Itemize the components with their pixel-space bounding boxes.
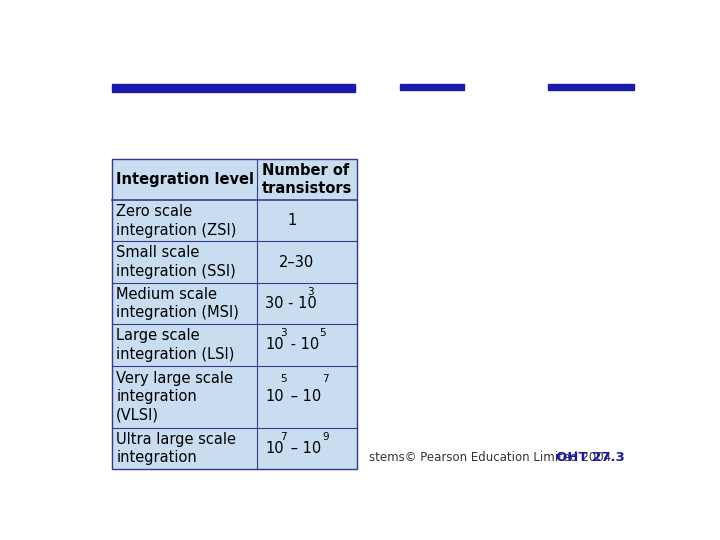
Text: 10: 10 (265, 441, 284, 456)
Text: 3: 3 (280, 328, 287, 339)
Text: 10: 10 (265, 338, 284, 353)
Text: OHT 27.3: OHT 27.3 (556, 451, 625, 464)
Bar (547, 84, 634, 90)
Text: Large scale
integration (LSI): Large scale integration (LSI) (116, 328, 235, 362)
Text: stems© Pearson Education Limited 2004: stems© Pearson Education Limited 2004 (369, 451, 611, 464)
Text: 2–30: 2–30 (279, 255, 314, 269)
Text: Zero scale
integration (ZSI): Zero scale integration (ZSI) (116, 204, 237, 238)
Text: 9: 9 (322, 432, 328, 442)
Bar (112, 84, 355, 92)
Text: Medium scale
integration (MSI): Medium scale integration (MSI) (116, 287, 239, 320)
Text: Number of
transistors: Number of transistors (262, 163, 353, 196)
Text: Ultra large scale
integration: Ultra large scale integration (116, 431, 236, 465)
Text: 5: 5 (280, 374, 287, 384)
Text: Very large scale
integration
(VLSI): Very large scale integration (VLSI) (116, 370, 233, 423)
Text: Integration level: Integration level (116, 172, 254, 187)
Text: 7: 7 (280, 432, 287, 442)
Text: Small scale
integration (SSI): Small scale integration (SSI) (116, 245, 236, 279)
Text: - 10: - 10 (286, 338, 320, 353)
Bar (400, 84, 464, 90)
Text: 10: 10 (265, 389, 284, 404)
Text: 1: 1 (287, 213, 297, 228)
Text: 5: 5 (320, 328, 326, 339)
Text: 3: 3 (307, 287, 314, 297)
Text: 7: 7 (322, 374, 328, 384)
Text: – 10: – 10 (286, 441, 321, 456)
Text: 30 - 10: 30 - 10 (265, 296, 317, 311)
Text: – 10: – 10 (286, 389, 321, 404)
